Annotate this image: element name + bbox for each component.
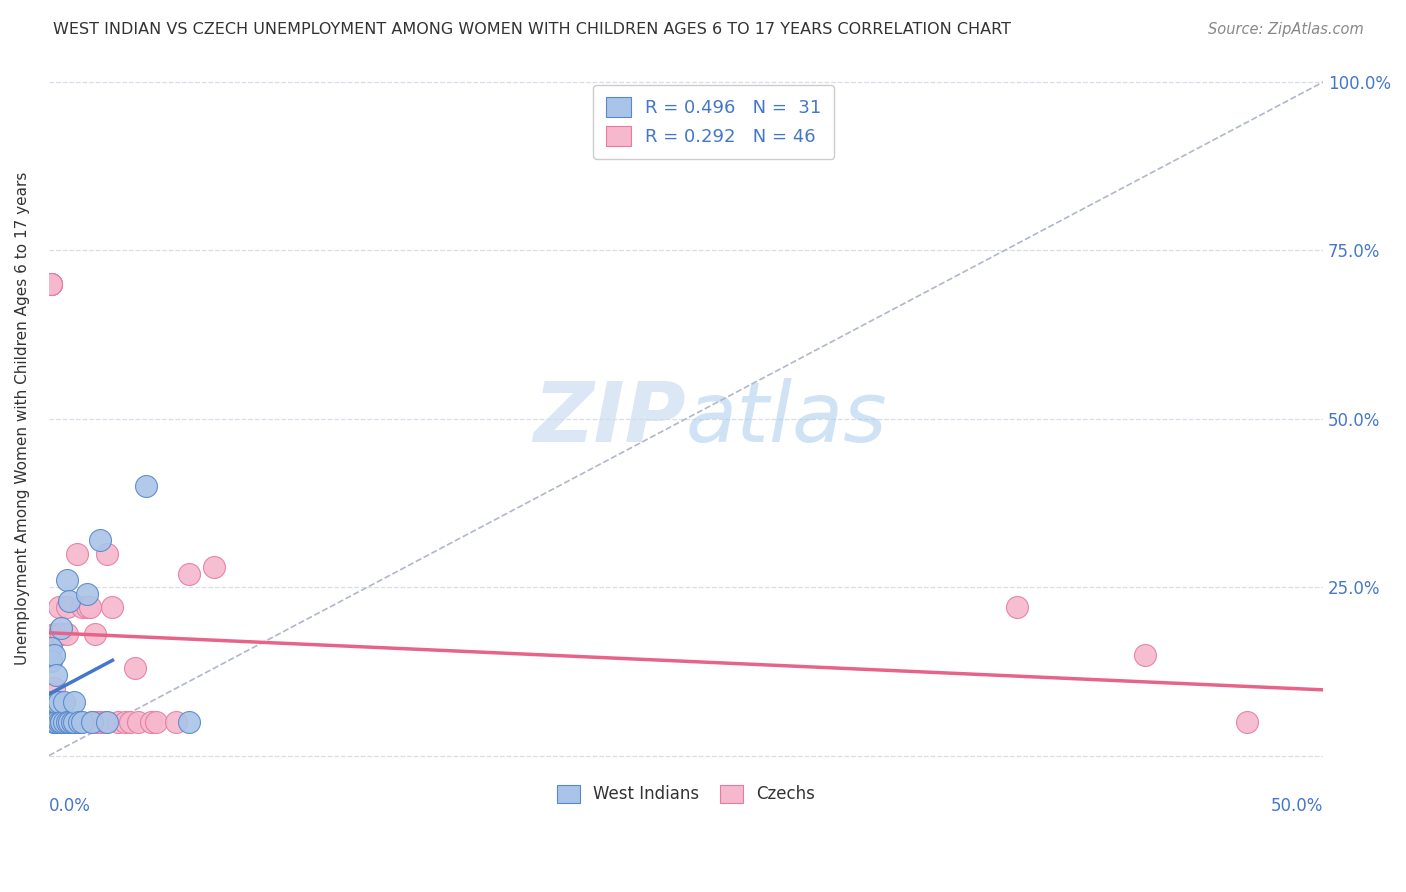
Point <box>204 560 226 574</box>
Point <box>76 587 98 601</box>
Point <box>96 547 118 561</box>
Point <box>51 621 73 635</box>
Point <box>165 714 187 729</box>
Point <box>76 600 98 615</box>
Point <box>55 714 77 729</box>
Text: Source: ZipAtlas.com: Source: ZipAtlas.com <box>1208 22 1364 37</box>
Point <box>177 566 200 581</box>
Point <box>58 593 80 607</box>
Point <box>89 533 111 547</box>
Point <box>60 714 83 729</box>
Point <box>145 714 167 729</box>
Text: 0.0%: 0.0% <box>49 797 90 815</box>
Text: WEST INDIAN VS CZECH UNEMPLOYMENT AMONG WOMEN WITH CHILDREN AGES 6 TO 17 YEARS C: WEST INDIAN VS CZECH UNEMPLOYMENT AMONG … <box>53 22 1011 37</box>
Point <box>70 714 93 729</box>
Point <box>124 661 146 675</box>
Point <box>114 714 136 729</box>
Point <box>53 714 76 729</box>
Point <box>45 667 67 681</box>
Point <box>42 714 65 729</box>
Point <box>63 714 86 729</box>
Text: 50.0%: 50.0% <box>1271 797 1323 815</box>
Point <box>63 695 86 709</box>
Point <box>42 681 65 696</box>
Point <box>42 714 65 729</box>
Point <box>55 574 77 588</box>
Point <box>42 695 65 709</box>
Point <box>48 714 70 729</box>
Point <box>96 714 118 729</box>
Point <box>45 627 67 641</box>
Point <box>94 714 117 729</box>
Point <box>1236 714 1258 729</box>
Point <box>45 695 67 709</box>
Point <box>66 547 89 561</box>
Point <box>53 714 76 729</box>
Point <box>55 600 77 615</box>
Point <box>51 714 73 729</box>
Point <box>45 714 67 729</box>
Point <box>67 714 90 729</box>
Point <box>177 714 200 729</box>
Point <box>80 714 103 729</box>
Point <box>39 277 62 291</box>
Point <box>39 654 62 668</box>
Point <box>39 277 62 291</box>
Point <box>60 714 83 729</box>
Text: ZIP: ZIP <box>533 378 686 459</box>
Point <box>51 714 73 729</box>
Point <box>80 714 103 729</box>
Point <box>79 600 101 615</box>
Point <box>39 277 62 291</box>
Point <box>139 714 162 729</box>
Point <box>39 695 62 709</box>
Point <box>39 640 62 655</box>
Point <box>83 627 105 641</box>
Point <box>89 714 111 729</box>
Point <box>67 714 90 729</box>
Point <box>48 627 70 641</box>
Point <box>51 627 73 641</box>
Point <box>120 714 142 729</box>
Point <box>48 600 70 615</box>
Point <box>135 479 157 493</box>
Point <box>107 714 129 729</box>
Point <box>51 714 73 729</box>
Point <box>86 714 108 729</box>
Point <box>42 627 65 641</box>
Point <box>70 600 93 615</box>
Point <box>101 600 124 615</box>
Point <box>45 714 67 729</box>
Point <box>1133 648 1156 662</box>
Point <box>63 714 86 729</box>
Point <box>39 277 62 291</box>
Point <box>42 648 65 662</box>
Point <box>58 714 80 729</box>
Point <box>127 714 149 729</box>
Point <box>1007 600 1029 615</box>
Point <box>58 714 80 729</box>
Text: atlas: atlas <box>686 378 887 459</box>
Point <box>51 714 73 729</box>
Y-axis label: Unemployment Among Women with Children Ages 6 to 17 years: Unemployment Among Women with Children A… <box>15 172 30 665</box>
Point <box>55 627 77 641</box>
Point <box>48 695 70 709</box>
Point <box>63 714 86 729</box>
Legend: West Indians, Czechs: West Indians, Czechs <box>547 774 825 814</box>
Point <box>53 695 76 709</box>
